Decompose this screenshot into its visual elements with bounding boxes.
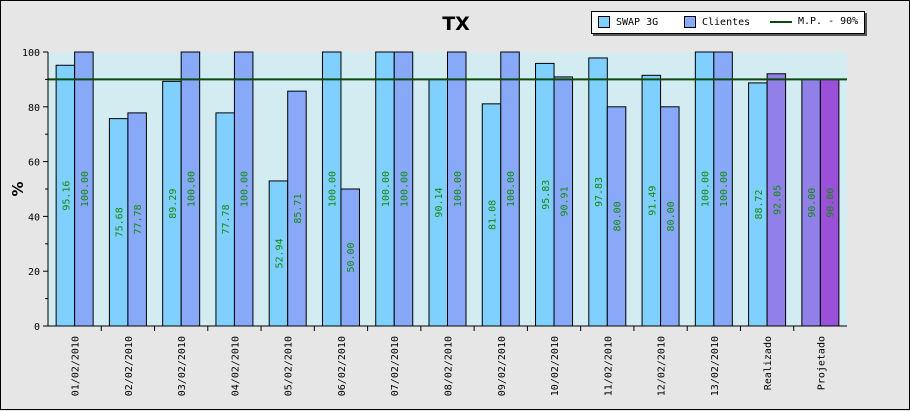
data-label: 95.83: [541, 180, 552, 210]
data-label: 100.00: [186, 171, 197, 207]
x-tick-label: 12/02/2010: [657, 336, 668, 396]
x-tick-label: 03/02/2010: [177, 336, 188, 396]
legend-item-swap3g: SWAP 3G: [598, 16, 658, 28]
legend-label-mp: M.P. - 90%: [798, 16, 859, 27]
legend: SWAP 3G Clientes M.P. - 90%: [591, 11, 865, 34]
x-tick-label: 07/02/2010: [390, 336, 401, 396]
x-tick-label: 06/02/2010: [337, 336, 348, 396]
data-label: 77.78: [133, 204, 144, 234]
x-tick-label: 10/02/2010: [550, 336, 561, 396]
y-tick-label: 80: [28, 103, 40, 114]
x-tick-label: 13/02/2010: [710, 336, 721, 396]
legend-item-mp: M.P. - 90%: [770, 16, 858, 27]
data-label: 100.00: [719, 171, 730, 207]
legend-line-mp: [770, 20, 792, 23]
x-tick-label: 04/02/2010: [230, 336, 241, 396]
x-tick-label: 02/02/2010: [124, 336, 135, 396]
data-label: 89.29: [168, 189, 179, 219]
x-tick-label: Realizado: [763, 336, 774, 390]
data-label: 90.14: [434, 187, 445, 217]
x-tick-label: 05/02/2010: [284, 336, 295, 396]
y-tick-label: 40: [28, 212, 40, 223]
data-label: 52.94: [274, 238, 285, 268]
data-label: 100.00: [381, 171, 392, 207]
data-label: 100.00: [506, 171, 517, 207]
data-label: 85.71: [293, 194, 304, 224]
y-tick-label: 100: [22, 48, 40, 59]
chart-title: TX: [442, 13, 470, 35]
data-label: 100.00: [328, 171, 339, 207]
data-label: 100.00: [80, 171, 91, 207]
data-label: 90.91: [559, 186, 570, 216]
legend-item-clientes: Clientes: [684, 16, 750, 28]
data-label: 88.72: [754, 189, 765, 219]
data-label: 92.05: [772, 185, 783, 215]
data-label: 80.00: [666, 201, 677, 231]
data-label: 91.49: [647, 186, 658, 216]
legend-label-clientes: Clientes: [702, 16, 751, 28]
data-label: 50.00: [346, 242, 357, 272]
data-label: 77.78: [221, 204, 232, 234]
data-label: 100.00: [453, 171, 464, 207]
data-label: 90.00: [826, 188, 837, 218]
data-label: 97.83: [594, 177, 605, 207]
legend-swatch-swap3g: [598, 16, 610, 28]
data-label: 100.00: [399, 171, 410, 207]
data-label: 100.00: [701, 171, 712, 207]
x-tick-label: 08/02/2010: [444, 336, 455, 396]
data-label: 100.00: [240, 171, 251, 207]
x-tick-label: 11/02/2010: [603, 336, 614, 396]
y-tick-label: 20: [28, 267, 40, 278]
data-label: 95.16: [61, 181, 72, 211]
data-label: 80.00: [613, 201, 624, 231]
data-label: 90.00: [807, 188, 818, 218]
y-tick-label: 60: [28, 158, 40, 169]
y-tick-label: 0: [34, 322, 40, 333]
x-tick-label: 09/02/2010: [497, 336, 508, 396]
y-axis-title: %: [9, 181, 27, 196]
x-tick-label: Projetado: [816, 336, 827, 390]
data-label: 75.68: [115, 207, 126, 237]
legend-label-swap3g: SWAP 3G: [616, 16, 659, 28]
legend-swatch-clientes: [684, 16, 696, 28]
x-tick-label: 01/02/2010: [71, 336, 82, 396]
data-label: 81.08: [488, 200, 499, 230]
